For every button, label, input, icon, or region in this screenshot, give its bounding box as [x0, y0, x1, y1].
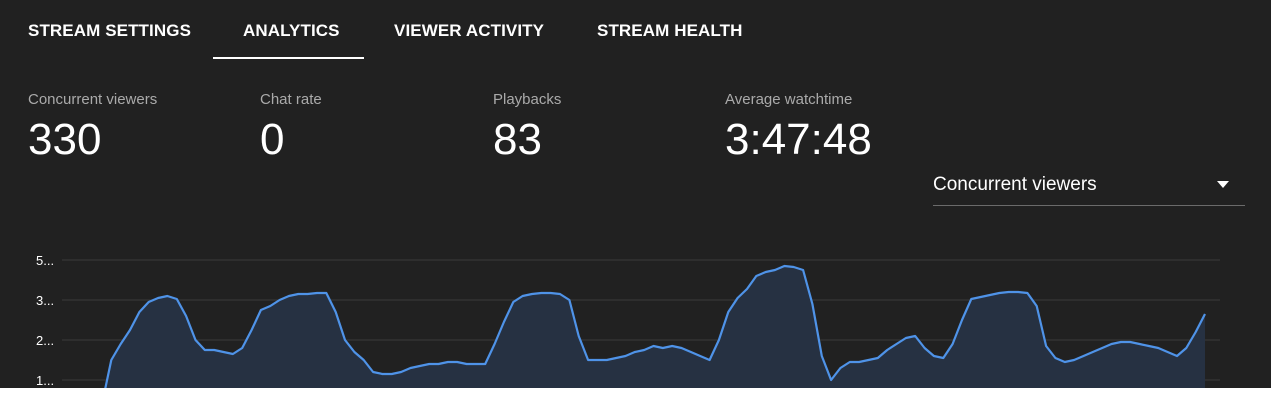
metric-value: 83: [493, 115, 542, 164]
metric-value: 3:47:48: [725, 115, 872, 164]
metric-value: 330: [28, 115, 102, 164]
metric-selector-dropdown[interactable]: Concurrent viewers: [933, 170, 1245, 206]
metric-label: Average watchtime: [725, 91, 853, 108]
y-tick-label: 2...: [36, 333, 54, 348]
metric-selector-value: Concurrent viewers: [933, 174, 1097, 195]
metric-label: Chat rate: [260, 91, 322, 108]
metric-value: 0: [260, 115, 285, 164]
tab-analytics[interactable]: ANALYTICS: [243, 21, 340, 40]
metric-concurrent-viewers: Concurrent viewers 330: [28, 90, 157, 166]
metric-label: Playbacks: [493, 91, 562, 108]
y-tick-label: 5...: [36, 253, 54, 268]
metric-chat-rate: Chat rate 0: [260, 90, 322, 166]
metric-label: Concurrent viewers: [28, 91, 158, 108]
concurrent-viewers-chart: 5... 3... 2... 1...: [36, 253, 1220, 388]
tab-bar: STREAM SETTINGS ANALYTICS VIEWER ACTIVIT…: [0, 0, 1271, 62]
y-tick-label: 1...: [36, 373, 54, 388]
caret-down-icon: [1217, 181, 1229, 188]
metric-playbacks: Playbacks 83: [493, 90, 561, 166]
tab-stream-health[interactable]: STREAM HEALTH: [597, 21, 743, 40]
tab-stream-settings[interactable]: STREAM SETTINGS: [28, 21, 192, 40]
active-tab-indicator: [213, 57, 364, 59]
series-area: [102, 266, 1205, 388]
y-tick-label: 3...: [36, 293, 54, 308]
series-line: [104, 264, 1206, 388]
analytics-panel: STREAM SETTINGS ANALYTICS VIEWER ACTIVIT…: [0, 0, 1271, 388]
tab-viewer-activity[interactable]: VIEWER ACTIVITY: [394, 21, 545, 40]
metric-average-watchtime: Average watchtime 3:47:48: [725, 90, 872, 166]
